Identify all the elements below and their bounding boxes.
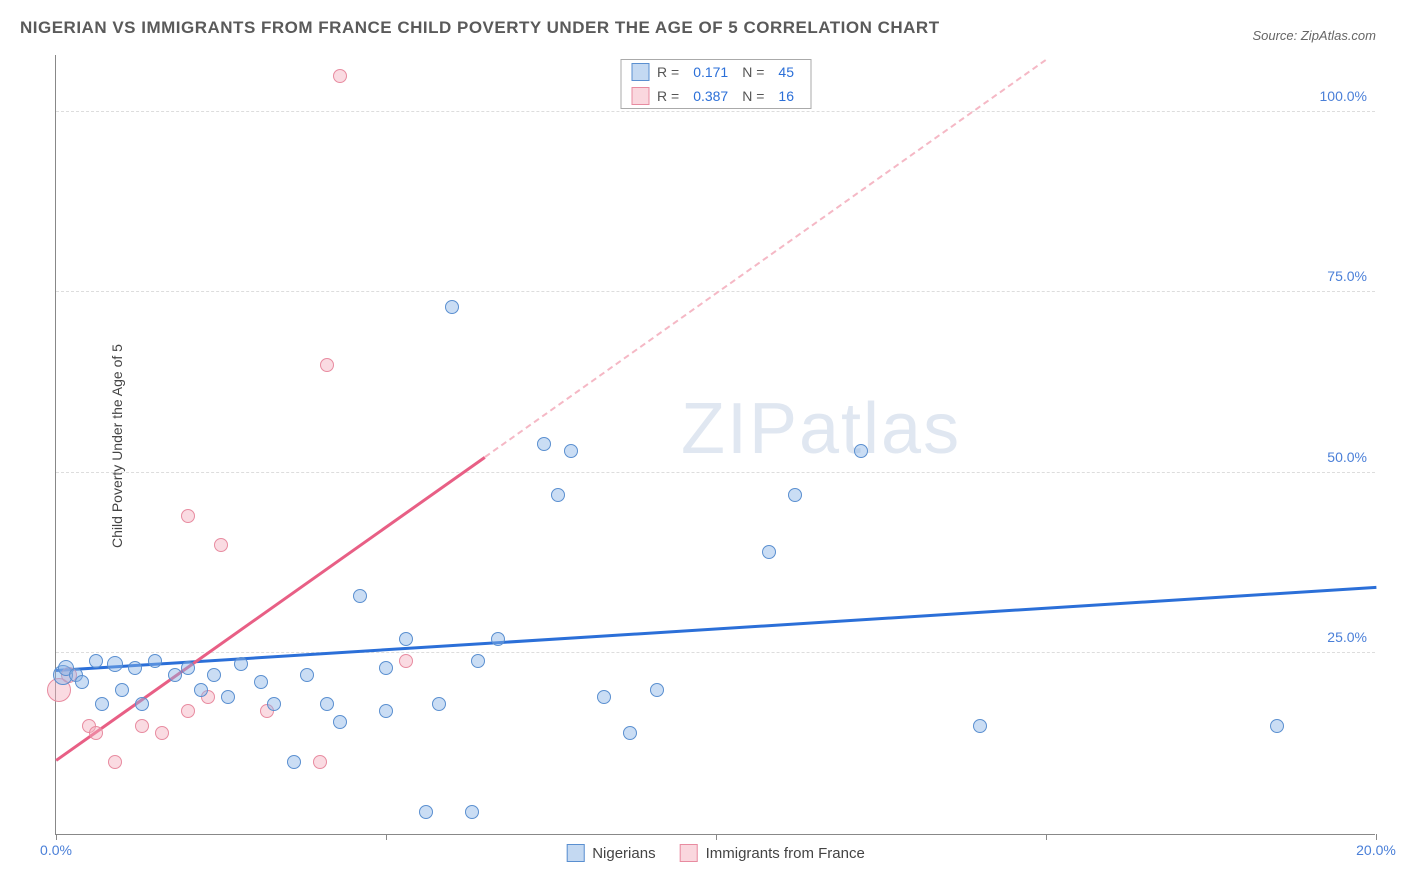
- trendline: [56, 586, 1376, 672]
- x-tick-mark: [1376, 834, 1377, 840]
- data-point: [108, 755, 122, 769]
- data-point: [399, 632, 413, 646]
- r-label-2: R =: [657, 88, 679, 104]
- data-point: [194, 683, 208, 697]
- trendline-extrapolated: [484, 59, 1046, 458]
- y-tick-label: 25.0%: [1327, 629, 1367, 645]
- y-tick-label: 50.0%: [1327, 449, 1367, 465]
- y-tick-label: 75.0%: [1327, 268, 1367, 284]
- data-point: [313, 755, 327, 769]
- data-point: [973, 719, 987, 733]
- data-point: [254, 675, 268, 689]
- data-point: [107, 656, 123, 672]
- stats-row-2: R = 0.387 N = 16: [621, 84, 810, 108]
- data-point: [551, 488, 565, 502]
- data-point: [267, 697, 281, 711]
- data-point: [287, 755, 301, 769]
- data-point: [432, 697, 446, 711]
- n-value-1: 45: [772, 64, 800, 80]
- data-point: [135, 719, 149, 733]
- data-point: [788, 488, 802, 502]
- x-tick-label: 20.0%: [1356, 842, 1396, 858]
- data-point: [207, 668, 221, 682]
- data-point: [597, 690, 611, 704]
- source-label: Source:: [1252, 28, 1300, 43]
- legend-label-1: Nigerians: [592, 845, 655, 862]
- data-point: [353, 589, 367, 603]
- gridline: [56, 472, 1375, 473]
- n-label-2: N =: [742, 88, 764, 104]
- data-point: [333, 69, 347, 83]
- r-value-1: 0.171: [687, 64, 734, 80]
- data-point: [181, 509, 195, 523]
- stats-box: R = 0.171 N = 45 R = 0.387 N = 16: [620, 59, 811, 109]
- data-point: [762, 545, 776, 559]
- x-tick-mark: [386, 834, 387, 840]
- data-point: [623, 726, 637, 740]
- data-point: [89, 726, 103, 740]
- legend-label-2: Immigrants from France: [706, 845, 865, 862]
- data-point: [854, 444, 868, 458]
- data-point: [300, 668, 314, 682]
- data-point: [135, 697, 149, 711]
- r-value-2: 0.387: [687, 88, 734, 104]
- data-point: [379, 704, 393, 718]
- stats-row-1: R = 0.171 N = 45: [621, 60, 810, 84]
- data-point: [128, 661, 142, 675]
- legend-swatch-pink-icon: [680, 844, 698, 862]
- data-point: [471, 654, 485, 668]
- data-point: [445, 300, 459, 314]
- source-value: ZipAtlas.com: [1301, 28, 1376, 43]
- data-point: [320, 697, 334, 711]
- data-point: [95, 697, 109, 711]
- data-point: [1270, 719, 1284, 733]
- data-point: [564, 444, 578, 458]
- watermark-thin: atlas: [799, 389, 961, 469]
- watermark-bold: ZIP: [681, 389, 799, 469]
- y-tick-label: 100.0%: [1320, 88, 1367, 104]
- chart-title: NIGERIAN VS IMMIGRANTS FROM FRANCE CHILD…: [20, 18, 940, 38]
- legend-swatch-blue-icon: [566, 844, 584, 862]
- data-point: [155, 726, 169, 740]
- data-point: [419, 805, 433, 819]
- legend: Nigerians Immigrants from France: [566, 844, 865, 862]
- plot-area: ZIPatlas R = 0.171 N = 45 R = 0.387 N = …: [55, 55, 1375, 835]
- data-point: [537, 437, 551, 451]
- data-point: [115, 683, 129, 697]
- swatch-pink-icon: [631, 87, 649, 105]
- watermark: ZIPatlas: [681, 388, 961, 470]
- x-tick-label: 0.0%: [40, 842, 72, 858]
- n-label: N =: [742, 64, 764, 80]
- gridline: [56, 111, 1375, 112]
- data-point: [234, 657, 248, 671]
- legend-item-2: Immigrants from France: [680, 844, 865, 862]
- data-point: [399, 654, 413, 668]
- data-point: [333, 715, 347, 729]
- n-value-2: 16: [772, 88, 800, 104]
- swatch-blue-icon: [631, 63, 649, 81]
- data-point: [148, 654, 162, 668]
- legend-item-1: Nigerians: [566, 844, 655, 862]
- data-point: [181, 704, 195, 718]
- data-point: [181, 661, 195, 675]
- data-point: [75, 675, 89, 689]
- data-point: [491, 632, 505, 646]
- x-tick-mark: [1046, 834, 1047, 840]
- gridline: [56, 652, 1375, 653]
- x-tick-mark: [56, 834, 57, 840]
- data-point: [650, 683, 664, 697]
- r-label: R =: [657, 64, 679, 80]
- data-point: [320, 358, 334, 372]
- x-tick-mark: [716, 834, 717, 840]
- data-point: [89, 654, 103, 668]
- data-point: [168, 668, 182, 682]
- data-point: [465, 805, 479, 819]
- source-attribution: Source: ZipAtlas.com: [1252, 28, 1376, 43]
- data-point: [379, 661, 393, 675]
- data-point: [221, 690, 235, 704]
- data-point: [214, 538, 228, 552]
